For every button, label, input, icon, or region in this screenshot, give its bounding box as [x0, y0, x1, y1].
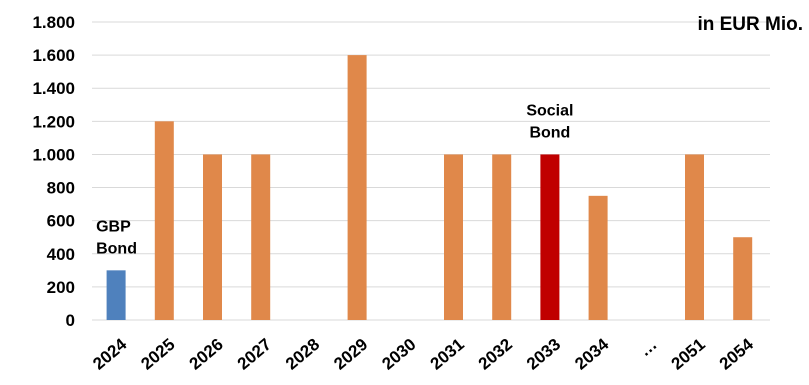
- y-tick-label: 1.800: [32, 13, 75, 32]
- x-tick-label: 2051: [668, 335, 709, 374]
- unit-label: in EUR Mio.: [697, 14, 803, 35]
- x-tick-label: 2026: [186, 335, 227, 374]
- bar-2033: [540, 154, 560, 320]
- annotation-2024: Bond: [96, 240, 137, 257]
- bar-2031: [444, 154, 463, 320]
- bar-2032: [492, 154, 512, 320]
- x-tick-label: 2034: [571, 334, 613, 373]
- bar-2054: [733, 237, 753, 320]
- bar-2026: [203, 154, 222, 320]
- bar-2034: [588, 195, 608, 320]
- bar-2025: [154, 121, 174, 320]
- annotation-2033: Social: [526, 102, 573, 119]
- y-tick-label: 400: [47, 245, 75, 264]
- x-tick-label: …: [635, 335, 660, 360]
- x-tick-label: 2033: [523, 335, 564, 374]
- x-tick-label: 2032: [475, 335, 516, 374]
- bar-2027: [251, 154, 271, 320]
- y-tick-label: 1.000: [32, 145, 75, 164]
- x-tick-label: 2031: [427, 335, 468, 374]
- y-tick-label: 600: [47, 212, 75, 231]
- annotation-2024: GBP: [96, 218, 131, 235]
- y-tick-label: 200: [47, 278, 75, 297]
- x-tick-label: 2027: [234, 335, 275, 374]
- x-tick-label: 2029: [330, 335, 371, 374]
- y-tick-label: 0: [66, 311, 75, 330]
- bar-2051: [685, 154, 704, 320]
- x-tick-label: 2025: [137, 335, 178, 374]
- annotation-2033: Bond: [529, 124, 570, 141]
- x-tick-label: 2030: [378, 335, 419, 374]
- y-tick-label: 1.400: [32, 79, 75, 98]
- x-tick-label: 2024: [89, 334, 131, 373]
- bar-2029: [347, 55, 367, 320]
- y-tick-label: 1.600: [32, 46, 75, 65]
- x-tick-label: 2054: [716, 334, 758, 373]
- y-tick-label: 1.200: [32, 112, 75, 131]
- y-tick-label: 800: [47, 179, 75, 198]
- bar-2024: [106, 270, 126, 320]
- x-tick-label: 2028: [282, 335, 323, 374]
